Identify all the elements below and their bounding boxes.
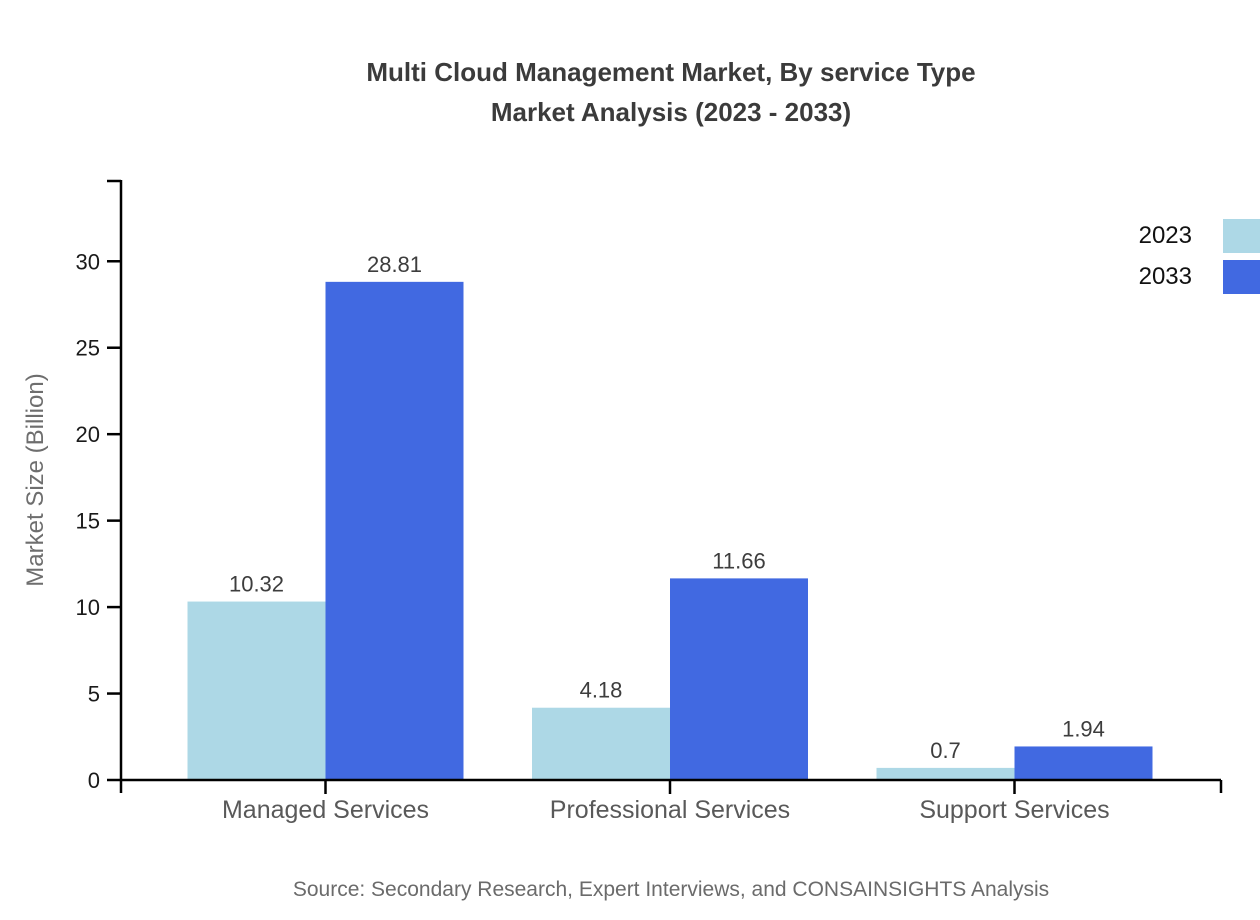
chart-subtitle: Market Analysis (2023 - 2033): [490, 97, 852, 127]
bar-2033-professional-services: [670, 578, 808, 780]
bar-2033-support-services: [1014, 746, 1153, 780]
y-tick-label-25: 25: [76, 336, 100, 361]
value-label-2033-managed-services: 28.81: [367, 252, 422, 277]
category-label-support-services: Support Services: [919, 796, 1109, 824]
value-label-2033-support-services: 1.94: [1062, 716, 1105, 741]
legend-swatch-2023: [1223, 219, 1260, 253]
y-tick-label-20: 20: [76, 422, 100, 447]
chart-title: Multi Cloud Management Market, By servic…: [366, 57, 976, 87]
legend-item-2023: 2023: [1139, 219, 1260, 253]
category-label-professional-services: Professional Services: [550, 796, 790, 824]
source-note: Source: Secondary Research, Expert Inter…: [292, 878, 1050, 901]
bar-2023-professional-services: [532, 707, 670, 780]
y-tick-label-5: 5: [88, 682, 100, 707]
value-label-2023-support-services: 0.7: [930, 738, 961, 763]
legend-label-2023: 2023: [1138, 222, 1192, 249]
value-label-2033-professional-services: 11.66: [712, 548, 765, 573]
y-tick-label-0: 0: [88, 768, 100, 793]
legend: 2023 2033: [1139, 219, 1260, 294]
y-tick-label-15: 15: [76, 509, 100, 534]
bar-2023-support-services: [876, 767, 1015, 780]
legend-item-2033: 2033: [1139, 260, 1260, 294]
y-tick-label-30: 30: [76, 249, 100, 274]
legend-swatch-2033: [1223, 260, 1260, 294]
y-tick-label-10: 10: [76, 595, 100, 620]
legend-label-2033: 2033: [1138, 263, 1192, 290]
chart-title-block: Multi Cloud Management Market, By servic…: [121, 52, 1221, 132]
bar-2033-managed-services: [325, 281, 464, 780]
y-axis-title: Market Size (Billion): [22, 373, 49, 587]
value-label-2023-managed-services: 10.32: [229, 572, 284, 597]
value-label-2023-professional-services: 4.18: [580, 678, 623, 703]
category-label-managed-services: Managed Services: [222, 796, 429, 824]
bar-2023-managed-services: [187, 601, 326, 780]
